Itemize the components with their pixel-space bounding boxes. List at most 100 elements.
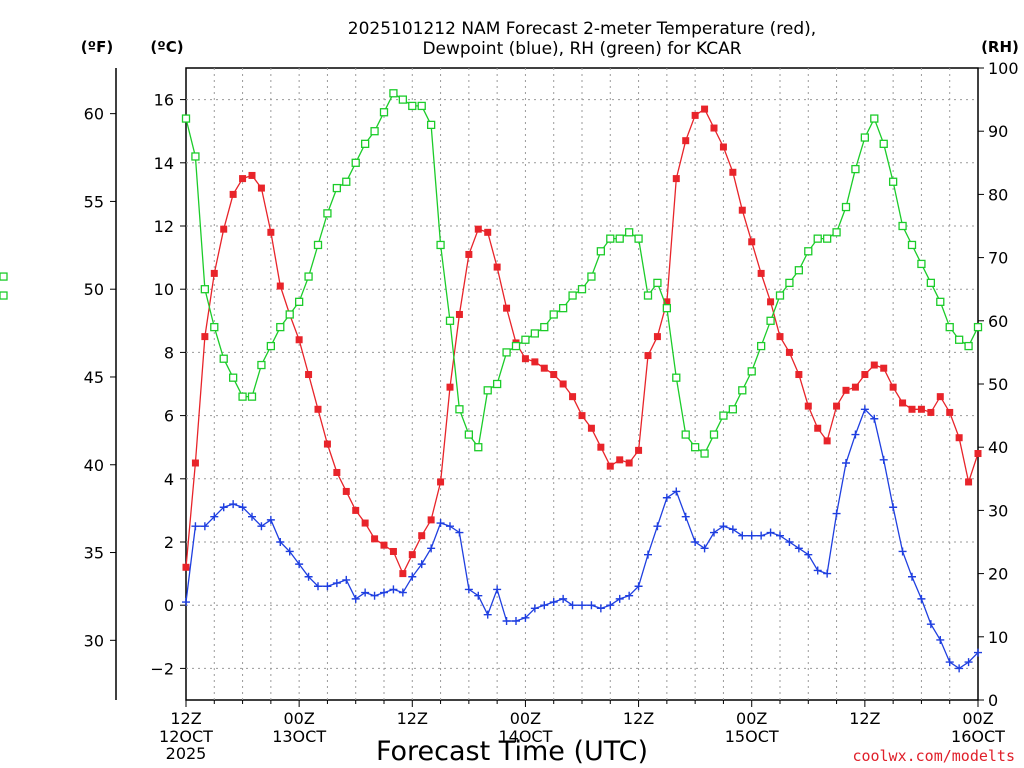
x-tick-label-date: 12OCT [159,727,213,746]
dewpoint-point [238,503,247,512]
temperature-point [408,551,416,559]
temperature-point [323,440,331,448]
temperature-point [587,424,595,432]
dewpoint-point [625,591,634,600]
dewpoint-point [521,613,530,622]
rh-point [756,341,766,351]
dewpoint-point [578,601,586,610]
rh-point [766,316,775,325]
temperature-point [248,171,256,179]
rh-point [210,322,219,332]
temperature-point [804,402,812,410]
x-tick-label-time: 12Z [849,709,880,728]
temperature-point [569,393,577,401]
dewpoint-point [860,405,869,414]
temperature-point [210,269,218,277]
rh-point [285,310,294,319]
temperature-point [371,535,379,543]
x-tick-label-time: 00Z [962,709,993,728]
rh-point [521,335,530,344]
rh-tick-label: 70 [988,249,1008,268]
dewpoint-point [398,588,407,597]
temperature-point [635,446,643,454]
rh-point [587,272,596,281]
temperature-point [201,333,209,341]
dewpoint-point [644,550,652,559]
celsius-unit-label: (ºC) [150,38,183,56]
dewpoint-point [568,601,577,610]
rh-tick-label: 90 [988,122,1008,141]
dewpoint-point [964,658,973,667]
rh-point [728,405,738,414]
dewpoint-point [955,664,964,673]
temperature-point [559,380,567,388]
dewpoint-point [785,538,794,546]
dewpoint-point [653,522,662,531]
temperature-point [861,371,869,379]
dewpoint-point [813,566,822,575]
rh-point [785,278,794,288]
rh-point [615,234,624,243]
temperature-point [738,206,746,214]
rh-point [474,443,483,452]
temperature-point [936,393,944,401]
temperature-point [682,137,690,145]
temperature-point [191,459,199,467]
dewpoint-point [248,512,256,521]
rh-point [502,348,511,357]
temperature-point [870,361,878,369]
dewpoint-point [191,522,200,531]
rh-point [445,316,455,325]
dewpoint-point [323,582,332,591]
rh-point [558,304,568,313]
temperature-point [257,184,265,192]
rh-point [0,291,8,300]
data-series [0,89,983,673]
rh-point [351,158,360,167]
rh-point [313,240,323,250]
rh-point [549,310,558,319]
fahrenheit-tick-label: 40 [84,456,104,475]
rh-tick-label: 100 [988,59,1019,78]
rh-point [257,360,266,370]
temperature-point [220,225,228,233]
rh-tick-label: 60 [988,312,1008,331]
dewpoint-point [446,522,454,531]
fahrenheit-tick-label: 30 [84,631,104,650]
rh-point [832,228,841,237]
x-tick-label-time: 12Z [170,709,201,728]
dewpoint-point [945,658,954,667]
temperature-point [672,175,680,183]
dewpoint-point [474,591,483,600]
temperature-point [437,478,445,486]
rh-point [379,108,389,117]
dewpoint-point [304,572,313,581]
dewpoint-point [512,617,520,625]
rh-point [370,127,379,136]
temperature-point [333,468,341,476]
dewpoint-point [908,572,916,581]
temperature-point [889,383,897,391]
temperature-point [842,386,850,394]
dewpoint-point [200,522,209,531]
chart-title-line2: Dewpoint (blue), RH (green) for KCAR [422,39,741,59]
rh-point [323,209,332,218]
rh-point [238,392,247,401]
dewpoint-point [794,544,803,553]
dewpoint-point [361,588,370,597]
rh-point [596,247,606,256]
temperature-point [446,383,454,391]
temperature-point [691,111,699,119]
temperature-point [663,298,671,306]
rh-tick-label: 10 [988,628,1008,647]
series-dewpoint [182,405,982,673]
rh-point [822,234,832,243]
dewpoint-point [285,547,294,556]
rh-point [917,259,926,269]
temperature-point [342,487,350,495]
rh-tick-label: 30 [988,501,1008,520]
dewpoint-point [229,500,238,509]
dewpoint-point [870,414,879,423]
rh-point [342,177,351,186]
